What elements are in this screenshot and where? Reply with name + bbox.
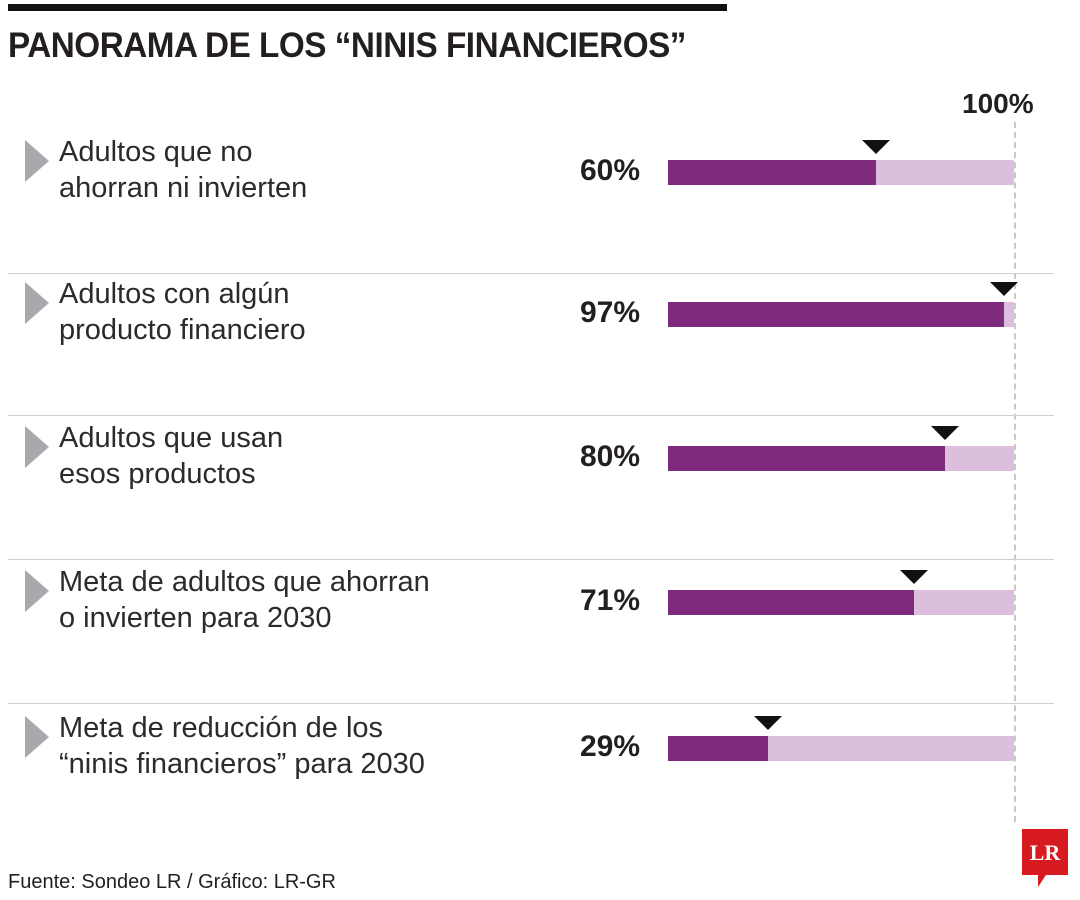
bar-row: Adultos con algún producto financiero 97%	[0, 272, 1080, 416]
bar-track	[668, 446, 1014, 471]
value-label: 60%	[580, 154, 641, 187]
category-label-line: Adultos que usan	[59, 422, 284, 454]
bar-fill	[668, 590, 914, 615]
row-divider	[8, 703, 1054, 704]
category-label-line: ahorran ni invierten	[59, 172, 308, 204]
row-divider	[8, 415, 1054, 416]
value-marker-icon	[861, 140, 890, 154]
lr-logo-text: LR	[1030, 840, 1062, 865]
row-arrow-icon	[25, 140, 49, 182]
category-label-line: Meta de reducción de los	[59, 712, 384, 744]
row-divider	[8, 273, 1054, 274]
row-divider	[8, 559, 1054, 560]
row-arrow-icon	[25, 426, 49, 468]
category-label-line: producto financiero	[59, 314, 306, 346]
category-label-line: “ninis financieros” para 2030	[59, 748, 425, 780]
value-marker-icon	[930, 426, 959, 440]
bar-track	[668, 302, 1014, 327]
top-rule	[8, 4, 727, 11]
category-label: Meta de reducción de los “ninis financier…	[59, 710, 425, 782]
bar-row: Meta de reducción de los “ninis financier…	[0, 706, 1080, 850]
lr-logo-badge	[1022, 829, 1068, 887]
bar-fill	[668, 736, 769, 761]
bar-row: Adultos que no ahorran ni invierten 60%	[0, 130, 1080, 274]
bar-track	[668, 590, 1014, 615]
category-label-line: Meta de adultos que ahorran	[59, 566, 430, 598]
value-label: 80%	[580, 440, 641, 473]
row-arrow-icon	[25, 282, 49, 324]
bar-row: Meta de adultos que ahorran o invierten p…	[0, 560, 1080, 704]
row-arrow-icon	[25, 570, 49, 612]
lr-logo: LR	[1022, 829, 1068, 887]
hundred-percent-guide-line	[1014, 122, 1016, 822]
row-arrow-icon	[25, 716, 49, 758]
category-label-line: Adultos que no	[59, 136, 253, 168]
category-label: Adultos con algún producto financiero	[59, 276, 306, 348]
value-marker-icon	[989, 282, 1018, 296]
scale-max-label: 100%	[962, 88, 1034, 119]
source-note: Fuente: Sondeo LR / Gráfico: LR-GR	[8, 871, 336, 893]
bar-track	[668, 160, 1014, 185]
value-marker-icon	[754, 716, 783, 730]
bar-fill	[668, 302, 1004, 327]
bar-track	[668, 736, 1014, 761]
category-label-line: o invierten para 2030	[59, 602, 332, 634]
chart-title: PANORAMA DE LOS “NINIS FINANCIEROS”	[8, 26, 686, 65]
category-label: Adultos que usan esos productos	[59, 420, 283, 492]
value-label: 71%	[580, 584, 641, 617]
category-label: Adultos que no ahorran ni invierten	[59, 134, 307, 206]
bar-row: Adultos que usan esos productos 80%	[0, 416, 1080, 560]
category-label-line: Adultos con algún	[59, 278, 290, 310]
category-label: Meta de adultos que ahorran o invierten p…	[59, 564, 430, 636]
value-label: 97%	[580, 296, 641, 329]
bar-fill	[668, 446, 945, 471]
value-label: 29%	[580, 730, 641, 763]
category-label-line: esos productos	[59, 458, 256, 490]
bar-fill	[668, 160, 876, 185]
value-marker-icon	[899, 570, 928, 584]
